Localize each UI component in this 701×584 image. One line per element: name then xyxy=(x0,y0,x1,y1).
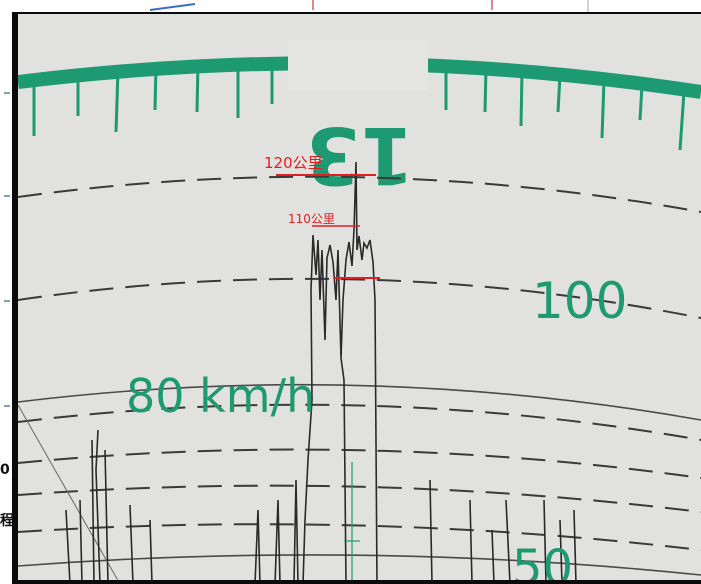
annotation-120: 120公里 xyxy=(264,154,323,172)
annotation-110: 110公里 xyxy=(288,212,335,226)
speed-label-100: 100 xyxy=(532,272,627,330)
side-text-cheng: 程 xyxy=(0,513,14,529)
speed-label-50: 50 xyxy=(512,540,573,584)
speed-trace xyxy=(65,161,577,580)
dial-number-13: 13 xyxy=(306,109,415,199)
green-scale-ticks xyxy=(32,60,686,151)
dial-paper xyxy=(18,14,701,580)
side-text-zero: 0 xyxy=(0,462,10,478)
speed-label-80: 80 km/h xyxy=(126,369,315,423)
dashed-arcs xyxy=(18,175,701,551)
